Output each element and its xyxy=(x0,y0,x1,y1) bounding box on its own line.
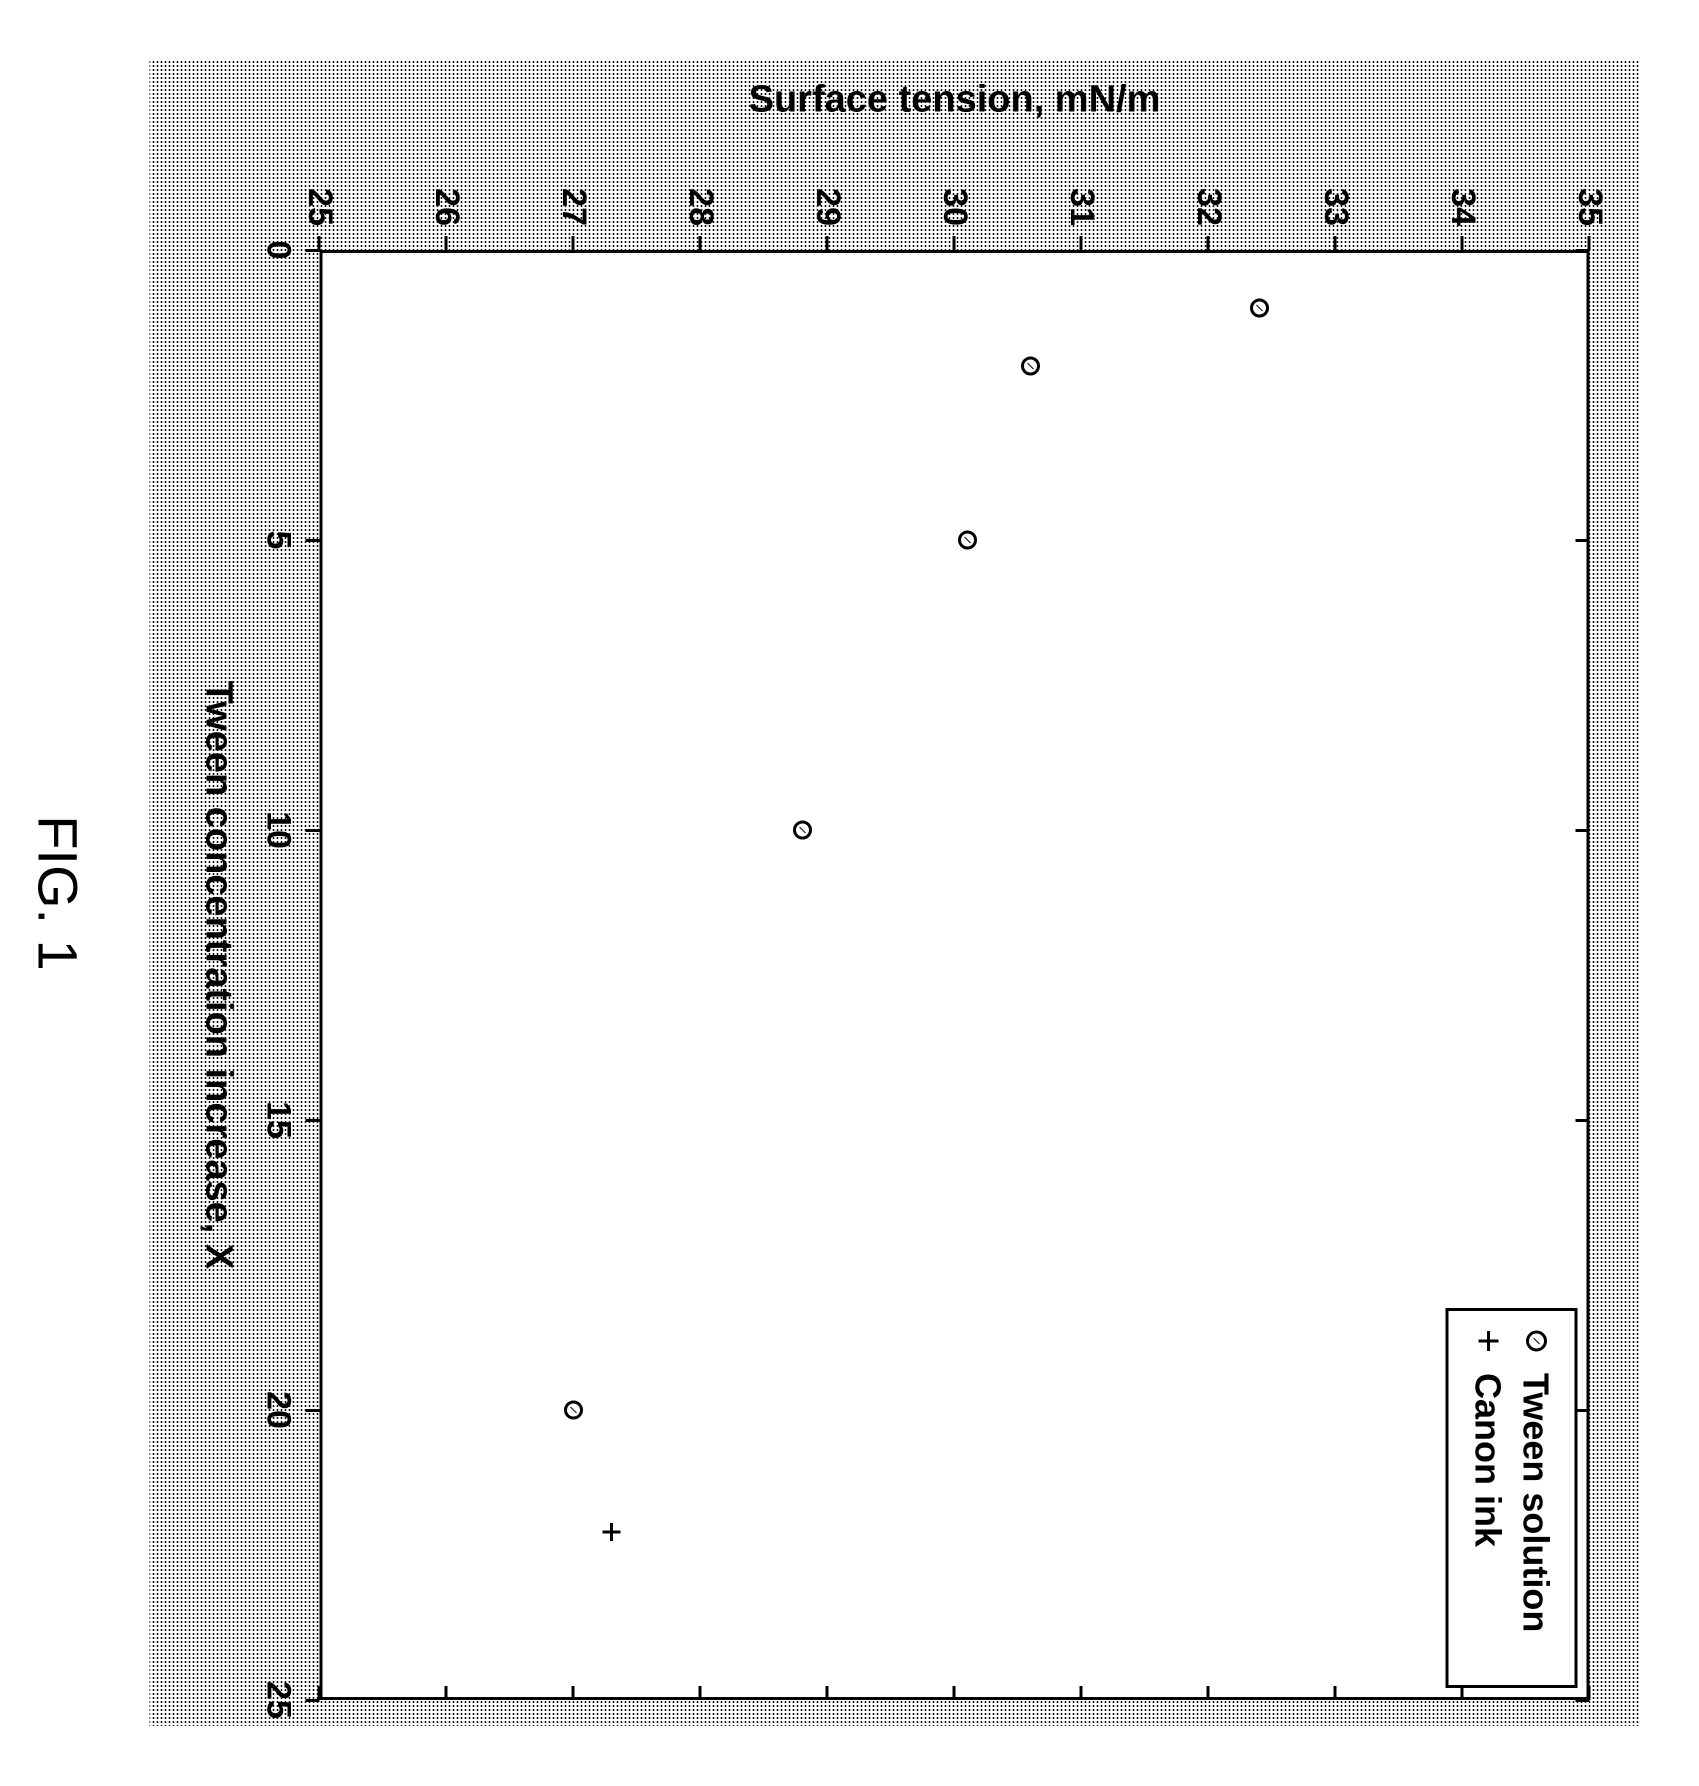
y-tick xyxy=(318,236,321,250)
y-tick-label: 31 xyxy=(1062,166,1101,226)
y-tick-right xyxy=(1461,1686,1464,1700)
y-tick-label: 32 xyxy=(1189,166,1228,226)
legend-row: Tween solution xyxy=(1514,1329,1556,1667)
y-tick-label: 29 xyxy=(808,166,847,226)
x-tick-top xyxy=(1575,1699,1589,1702)
x-tick-top xyxy=(1575,1119,1589,1122)
y-tick-right xyxy=(826,1686,829,1700)
y-tick-right xyxy=(318,1686,321,1700)
data-point xyxy=(956,529,978,551)
x-tick-label: 25 xyxy=(258,1681,297,1719)
data-point xyxy=(1248,297,1270,319)
y-tick xyxy=(826,236,829,250)
x-tick xyxy=(305,1409,319,1412)
y-tick xyxy=(1461,236,1464,250)
y-tick-right xyxy=(1207,1686,1210,1700)
y-tick xyxy=(1588,236,1591,250)
data-point xyxy=(600,1521,622,1543)
y-tick-label: 28 xyxy=(681,166,720,226)
y-tick-label: 26 xyxy=(427,166,466,226)
y-tick-right xyxy=(1588,1686,1591,1700)
y-tick xyxy=(1080,236,1083,250)
y-tick-label: 33 xyxy=(1316,166,1355,226)
data-point xyxy=(791,819,813,841)
plot-area xyxy=(319,250,1589,1700)
data-point xyxy=(562,1399,584,1421)
plus-marker-icon xyxy=(1474,1329,1500,1355)
x-tick-top xyxy=(1575,249,1589,252)
chart-stage: 0 5 10 15 20 25 25 26 27 28 29 30 31 32 33 34 35 Tween co… xyxy=(0,0,1699,1786)
y-tick-label: 35 xyxy=(1570,166,1609,226)
y-tick-right xyxy=(572,1686,575,1700)
y-tick-right xyxy=(953,1686,956,1700)
legend: Tween solutionCanon ink xyxy=(1445,1308,1577,1688)
x-tick xyxy=(305,539,319,542)
y-axis-label: Surface tension, mN/m xyxy=(748,79,1160,122)
circle-marker-icon xyxy=(1522,1329,1548,1355)
y-tick-label: 34 xyxy=(1443,166,1482,226)
x-tick xyxy=(305,1699,319,1702)
x-tick-label: 10 xyxy=(258,811,297,849)
legend-label: Canon ink xyxy=(1466,1373,1508,1547)
y-tick-right xyxy=(445,1686,448,1700)
x-tick-top xyxy=(1575,829,1589,832)
y-tick-right xyxy=(1334,1686,1337,1700)
y-tick xyxy=(699,236,702,250)
x-tick-label: 5 xyxy=(258,531,297,550)
x-tick-label: 15 xyxy=(258,1101,297,1139)
y-tick xyxy=(572,236,575,250)
x-tick-top xyxy=(1575,539,1589,542)
x-tick-label: 0 xyxy=(258,241,297,260)
y-tick xyxy=(1334,236,1337,250)
y-tick-label: 25 xyxy=(300,166,339,226)
y-tick-right xyxy=(699,1686,702,1700)
data-point xyxy=(1019,355,1041,377)
y-tick xyxy=(1207,236,1210,250)
figure-caption: FIG. 1 xyxy=(25,815,90,971)
figure-canvas: 0 5 10 15 20 25 25 26 27 28 29 30 31 32 33 34 35 Tween co… xyxy=(0,0,1699,1786)
x-tick xyxy=(305,829,319,832)
y-tick xyxy=(953,236,956,250)
y-tick-right xyxy=(1080,1686,1083,1700)
x-tick-label: 20 xyxy=(258,1391,297,1429)
x-tick xyxy=(305,1119,319,1122)
y-tick-label: 27 xyxy=(554,166,593,226)
legend-row: Canon ink xyxy=(1466,1329,1508,1667)
x-axis-label: Tween concentration increase, X xyxy=(196,681,239,1269)
x-tick xyxy=(305,249,319,252)
y-tick-label: 30 xyxy=(935,166,974,226)
legend-label: Tween solution xyxy=(1514,1373,1556,1632)
y-tick xyxy=(445,236,448,250)
